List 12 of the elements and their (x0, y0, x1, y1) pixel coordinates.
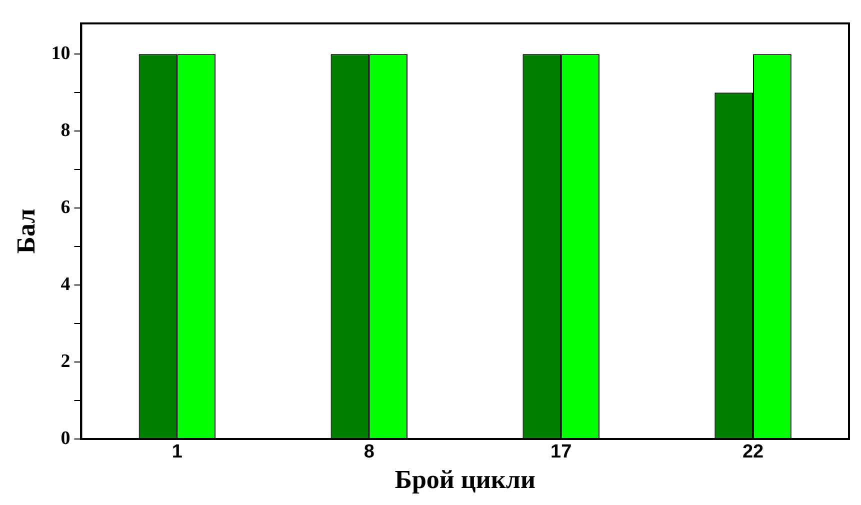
x-tick-label: 17 (550, 442, 572, 463)
x-tick-label: 22 (742, 442, 764, 463)
y-axis-title: Бал (11, 208, 40, 254)
y-tick-label: 4 (60, 274, 71, 295)
y-tick-label: 2 (60, 350, 70, 372)
x-tick-label: 8 (364, 442, 374, 463)
y-tick-label: 6 (60, 197, 70, 218)
x-axis-title: Брой цикли (394, 465, 536, 494)
x-tick-label: 1 (172, 442, 183, 463)
y-tick-label: 10 (51, 43, 70, 64)
y-tick-label: 0 (60, 428, 70, 449)
y-tick-label: 8 (60, 120, 70, 142)
